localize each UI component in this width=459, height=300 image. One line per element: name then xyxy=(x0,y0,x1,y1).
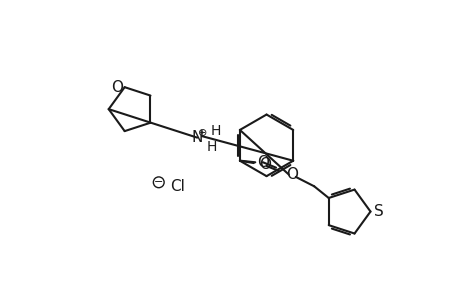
Text: H: H xyxy=(211,124,221,139)
Text: N: N xyxy=(191,130,202,145)
Text: −: − xyxy=(154,177,163,187)
Text: O: O xyxy=(111,80,123,95)
Text: H: H xyxy=(206,140,216,154)
Text: O: O xyxy=(256,155,268,170)
Text: O: O xyxy=(285,167,297,182)
Text: S: S xyxy=(373,204,382,219)
Text: Cl: Cl xyxy=(170,178,185,194)
Text: ⊕: ⊕ xyxy=(197,128,207,138)
Text: O: O xyxy=(259,157,271,172)
